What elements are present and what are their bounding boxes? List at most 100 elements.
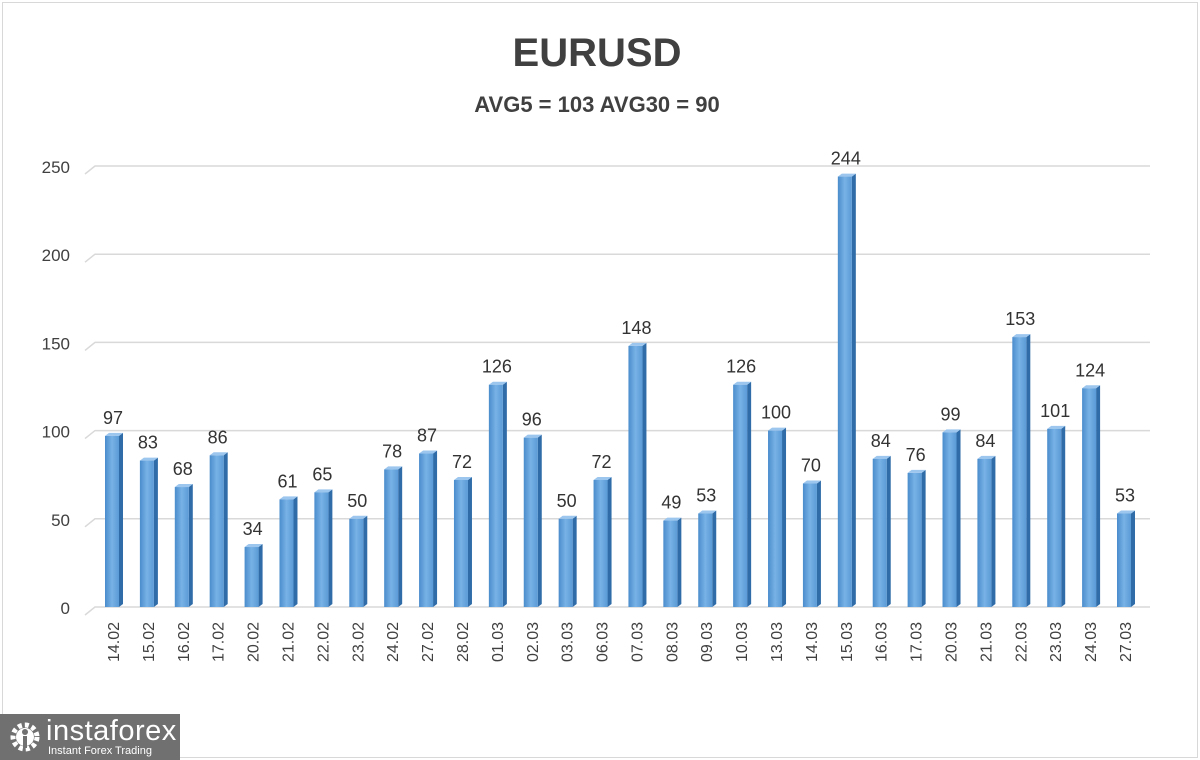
bar-side bbox=[258, 544, 263, 607]
bar-top bbox=[802, 480, 821, 484]
bar-front bbox=[663, 520, 678, 607]
bar bbox=[802, 480, 821, 607]
gridline bbox=[84, 253, 1150, 263]
instaforex-logo: instaforex Instant Forex Trading bbox=[0, 714, 180, 760]
bar-top bbox=[872, 455, 891, 459]
bar-side bbox=[747, 381, 752, 607]
bar-top bbox=[174, 484, 193, 488]
bar-side bbox=[502, 381, 507, 607]
data-label: 153 bbox=[1005, 309, 1035, 329]
bar bbox=[558, 515, 577, 607]
bar-side bbox=[607, 476, 612, 607]
bar-side bbox=[921, 469, 926, 607]
bar-top bbox=[1012, 334, 1031, 338]
bar-front bbox=[523, 437, 538, 607]
bar-top bbox=[523, 434, 542, 438]
bar-top bbox=[698, 510, 717, 514]
bar bbox=[105, 432, 123, 607]
data-label: 65 bbox=[312, 464, 332, 484]
data-label: 87 bbox=[417, 426, 437, 446]
data-label: 244 bbox=[831, 149, 861, 169]
x-tick-label: 01.03 bbox=[490, 622, 507, 662]
bar-side bbox=[398, 466, 403, 607]
bar-front bbox=[977, 458, 992, 607]
bar-top bbox=[907, 469, 926, 473]
y-tick-label: 200 bbox=[42, 246, 70, 265]
gridline bbox=[84, 429, 1150, 440]
x-tick-label: 21.02 bbox=[280, 622, 297, 662]
bar-front bbox=[837, 176, 852, 608]
bar-front bbox=[1117, 513, 1131, 607]
x-tick-label: 16.03 bbox=[874, 622, 891, 662]
data-label: 126 bbox=[482, 357, 512, 377]
bar-top bbox=[663, 517, 682, 521]
bar-front bbox=[105, 435, 119, 607]
bar-side bbox=[467, 476, 472, 607]
x-tick-label: 10.03 bbox=[734, 622, 751, 662]
bar bbox=[1012, 334, 1031, 607]
x-tick-label: 16.02 bbox=[176, 622, 193, 662]
bar-side bbox=[153, 457, 158, 607]
bar-side bbox=[537, 434, 542, 607]
data-label: 100 bbox=[761, 403, 791, 423]
data-label: 50 bbox=[557, 491, 577, 511]
bar-side bbox=[1061, 425, 1066, 607]
x-tick-label: 09.03 bbox=[699, 622, 716, 662]
x-tick-label: 20.03 bbox=[944, 622, 961, 662]
bar-side bbox=[433, 450, 438, 607]
x-tick-label: 13.03 bbox=[769, 622, 786, 662]
bar-side bbox=[991, 455, 996, 607]
bar-side bbox=[956, 429, 961, 607]
bar bbox=[523, 434, 542, 607]
bar-top bbox=[384, 466, 403, 470]
bar-front bbox=[628, 345, 643, 607]
bar-top bbox=[105, 432, 123, 436]
data-label: 49 bbox=[661, 493, 681, 513]
bar bbox=[1117, 510, 1135, 607]
x-tick-label: 28.02 bbox=[455, 622, 472, 662]
bar-top bbox=[244, 544, 263, 548]
x-tick-label: 27.03 bbox=[1118, 622, 1135, 662]
bar-top bbox=[1117, 510, 1135, 514]
data-label: 53 bbox=[696, 486, 716, 506]
bar bbox=[698, 510, 717, 607]
bar-top bbox=[1082, 385, 1101, 389]
data-label: 83 bbox=[138, 433, 158, 453]
y-tick-label: 100 bbox=[42, 423, 70, 442]
x-tick-label: 07.03 bbox=[629, 622, 646, 662]
bar-front bbox=[314, 492, 329, 607]
bar-side bbox=[572, 515, 577, 607]
bar-front bbox=[802, 483, 817, 607]
bar-side bbox=[886, 455, 891, 607]
x-tick-label: 15.02 bbox=[141, 622, 158, 662]
bar bbox=[453, 476, 472, 607]
bar-front bbox=[1012, 337, 1027, 607]
bar-front bbox=[698, 513, 713, 607]
bar-side bbox=[119, 432, 123, 607]
data-label: 96 bbox=[522, 410, 542, 430]
data-label: 86 bbox=[208, 427, 228, 447]
bar-front bbox=[1082, 388, 1097, 607]
data-label: 126 bbox=[726, 357, 756, 377]
bar-front bbox=[488, 384, 503, 607]
data-label: 72 bbox=[452, 452, 472, 472]
logo-tagline: Instant Forex Trading bbox=[48, 745, 152, 757]
data-label: 84 bbox=[871, 431, 891, 451]
bar bbox=[977, 455, 996, 607]
bar-top bbox=[314, 489, 333, 493]
y-tick-label: 0 bbox=[61, 599, 70, 618]
logo-brand: instaforex bbox=[46, 715, 177, 747]
bar-front bbox=[139, 460, 154, 607]
data-label: 68 bbox=[173, 459, 193, 479]
bar-front bbox=[384, 469, 399, 607]
bar bbox=[488, 381, 507, 607]
bar-side bbox=[188, 484, 193, 607]
x-tick-label: 08.03 bbox=[664, 622, 681, 662]
gridline bbox=[84, 165, 1150, 175]
data-label: 148 bbox=[621, 318, 651, 338]
bar bbox=[837, 173, 856, 608]
data-label: 34 bbox=[243, 519, 263, 539]
bar-top bbox=[209, 452, 228, 456]
chart-title: EURUSD bbox=[513, 31, 682, 75]
data-label: 72 bbox=[592, 452, 612, 472]
